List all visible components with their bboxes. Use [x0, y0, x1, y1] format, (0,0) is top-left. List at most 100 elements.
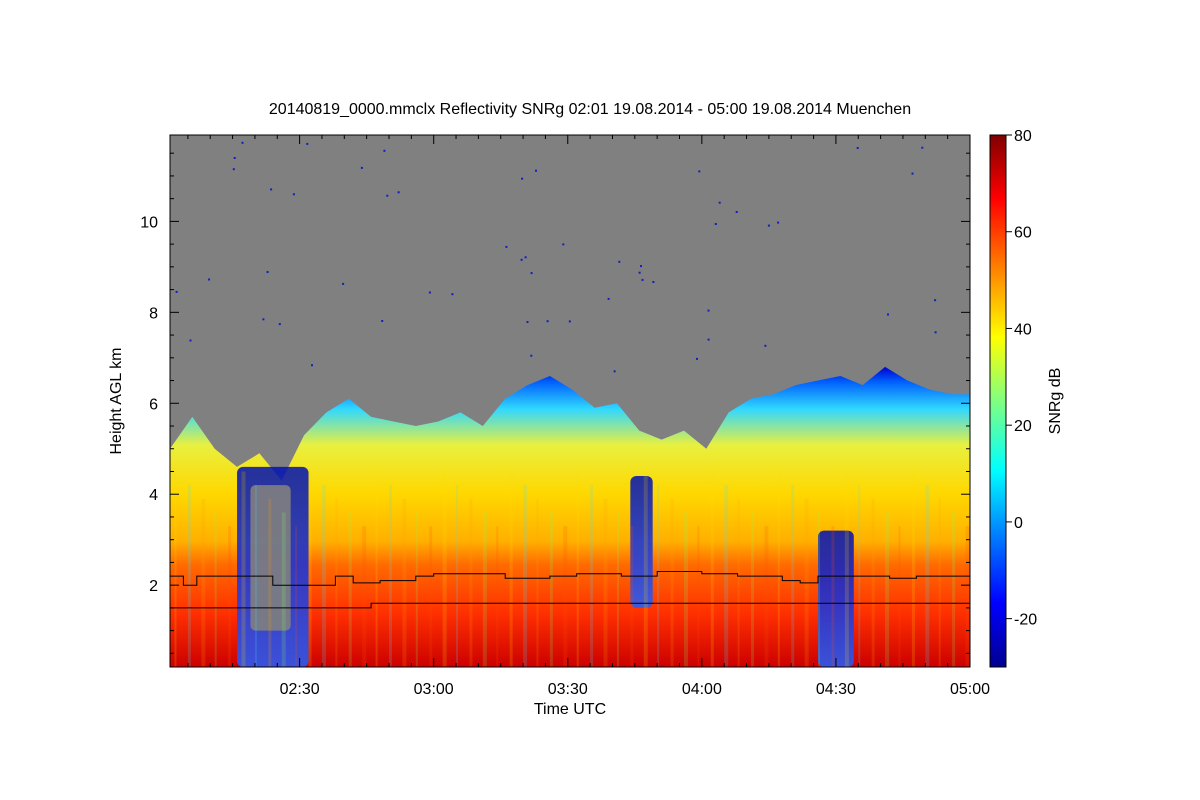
noise-speckle: [535, 169, 537, 172]
noise-speckle: [638, 271, 641, 274]
noise-speckle: [524, 256, 527, 259]
y-axis: 2 4 6 8 10: [140, 152, 970, 654]
fall-streak: [335, 498, 338, 667]
fall-streak: [657, 485, 660, 667]
fall-streak: [938, 498, 941, 667]
fall-streak: [764, 526, 769, 667]
echo-field: [170, 366, 970, 667]
fall-streak: [201, 498, 206, 667]
fall-streak: [429, 526, 433, 667]
fall-streak: [295, 526, 298, 667]
y-tick-label: 8: [149, 305, 158, 322]
noise-speckle: [306, 142, 309, 145]
fall-streak: [214, 512, 217, 667]
noise-speckle: [383, 149, 386, 152]
noise-speckle: [698, 170, 701, 173]
fall-streak: [898, 526, 901, 667]
noise-speckle: [521, 177, 524, 180]
fall-streak: [952, 512, 956, 667]
noise-speckle: [262, 318, 265, 321]
noise-speckle: [386, 194, 389, 197]
y-tick-label: 6: [149, 396, 158, 413]
noise-speckle: [360, 166, 363, 169]
fall-streak: [590, 485, 594, 667]
fall-streak: [442, 471, 447, 667]
noise-speckle: [546, 320, 549, 323]
noise-speckle: [530, 272, 533, 275]
fall-streak: [911, 471, 915, 667]
fall-streak: [697, 526, 700, 667]
noise-speckle: [696, 357, 698, 360]
fall-streak: [831, 526, 835, 667]
noise-speckle: [607, 297, 610, 300]
plot-frame: [169, 134, 971, 668]
noise-speckle: [568, 320, 571, 323]
colorbar-tick-label: 40: [1014, 321, 1032, 338]
fall-streak: [737, 498, 740, 667]
noise-speckle: [189, 339, 192, 342]
noise-speckle: [856, 147, 859, 149]
melting-layer-top-line: [170, 571, 970, 586]
colorbar-label: SNRg dB: [1047, 368, 1064, 435]
x-tick-label: 03:00: [414, 681, 454, 698]
noise-speckle: [764, 344, 767, 347]
fall-streak: [402, 498, 407, 667]
plot-area: [170, 135, 970, 667]
fall-streak: [523, 485, 528, 667]
fall-streak: [228, 526, 232, 667]
fall-streak: [683, 512, 688, 667]
colorbar: [989, 134, 1007, 668]
fall-streak: [643, 471, 648, 667]
no-echo-region: [250, 485, 291, 631]
x-tick-label: 05:00: [950, 681, 990, 698]
noise-speckle: [777, 221, 780, 224]
noise-speckle: [652, 281, 655, 283]
colorbar-tick-label: 60: [1014, 225, 1032, 242]
fall-streak: [281, 512, 286, 667]
noise-speckle: [921, 146, 924, 149]
noise-speckle: [707, 309, 710, 312]
noise-speckle: [428, 291, 431, 294]
noise-speckle: [934, 299, 937, 302]
noise-speckle: [232, 168, 235, 171]
fall-streak: [563, 526, 568, 667]
noise-speckles: [175, 141, 937, 373]
noise-speckle: [381, 320, 384, 322]
noise-speckle: [266, 271, 269, 273]
fall-streak: [469, 498, 473, 667]
colorbar-axis: -20 0 20 40 60 80: [1006, 128, 1037, 629]
y-axis-label: Height AGL km: [108, 347, 125, 454]
fall-streak: [710, 471, 714, 667]
fall-streak: [308, 471, 312, 667]
melting-layer-bottom-line: [170, 602, 970, 609]
noise-speckle: [342, 282, 345, 285]
noise-speckle: [767, 224, 770, 227]
fall-streak: [751, 512, 755, 667]
fall-streak: [965, 526, 970, 667]
x-axis: 02:30 03:00 03:30 04:00 04:30 05:00: [187, 135, 990, 698]
noise-speckle: [270, 188, 273, 191]
fall-streak: [321, 485, 326, 667]
fall-streak: [415, 512, 418, 667]
x-tick-label: 04:00: [682, 681, 722, 698]
noise-speckle: [397, 191, 400, 194]
fall-streak: [362, 526, 367, 667]
noise-speckle: [208, 278, 211, 281]
fall-streak: [375, 471, 378, 667]
fall-streak: [670, 498, 674, 667]
noise-speckle: [562, 243, 565, 246]
fall-streak: [616, 512, 619, 667]
fall-streak: [549, 512, 553, 667]
y-tick-label: 2: [149, 578, 158, 595]
chart-title: 20140819_0000.mmclx Reflectivity SNRg 02…: [269, 101, 911, 118]
fall-streak: [630, 526, 634, 667]
noise-speckle: [451, 293, 454, 296]
noise-speckle: [233, 157, 236, 159]
fall-streak: [509, 471, 513, 667]
fall-streak: [885, 512, 890, 667]
noise-speckle: [640, 265, 642, 268]
fall-streak: [818, 512, 821, 667]
noise-speckle: [241, 141, 244, 144]
noise-speckle: [175, 290, 178, 293]
